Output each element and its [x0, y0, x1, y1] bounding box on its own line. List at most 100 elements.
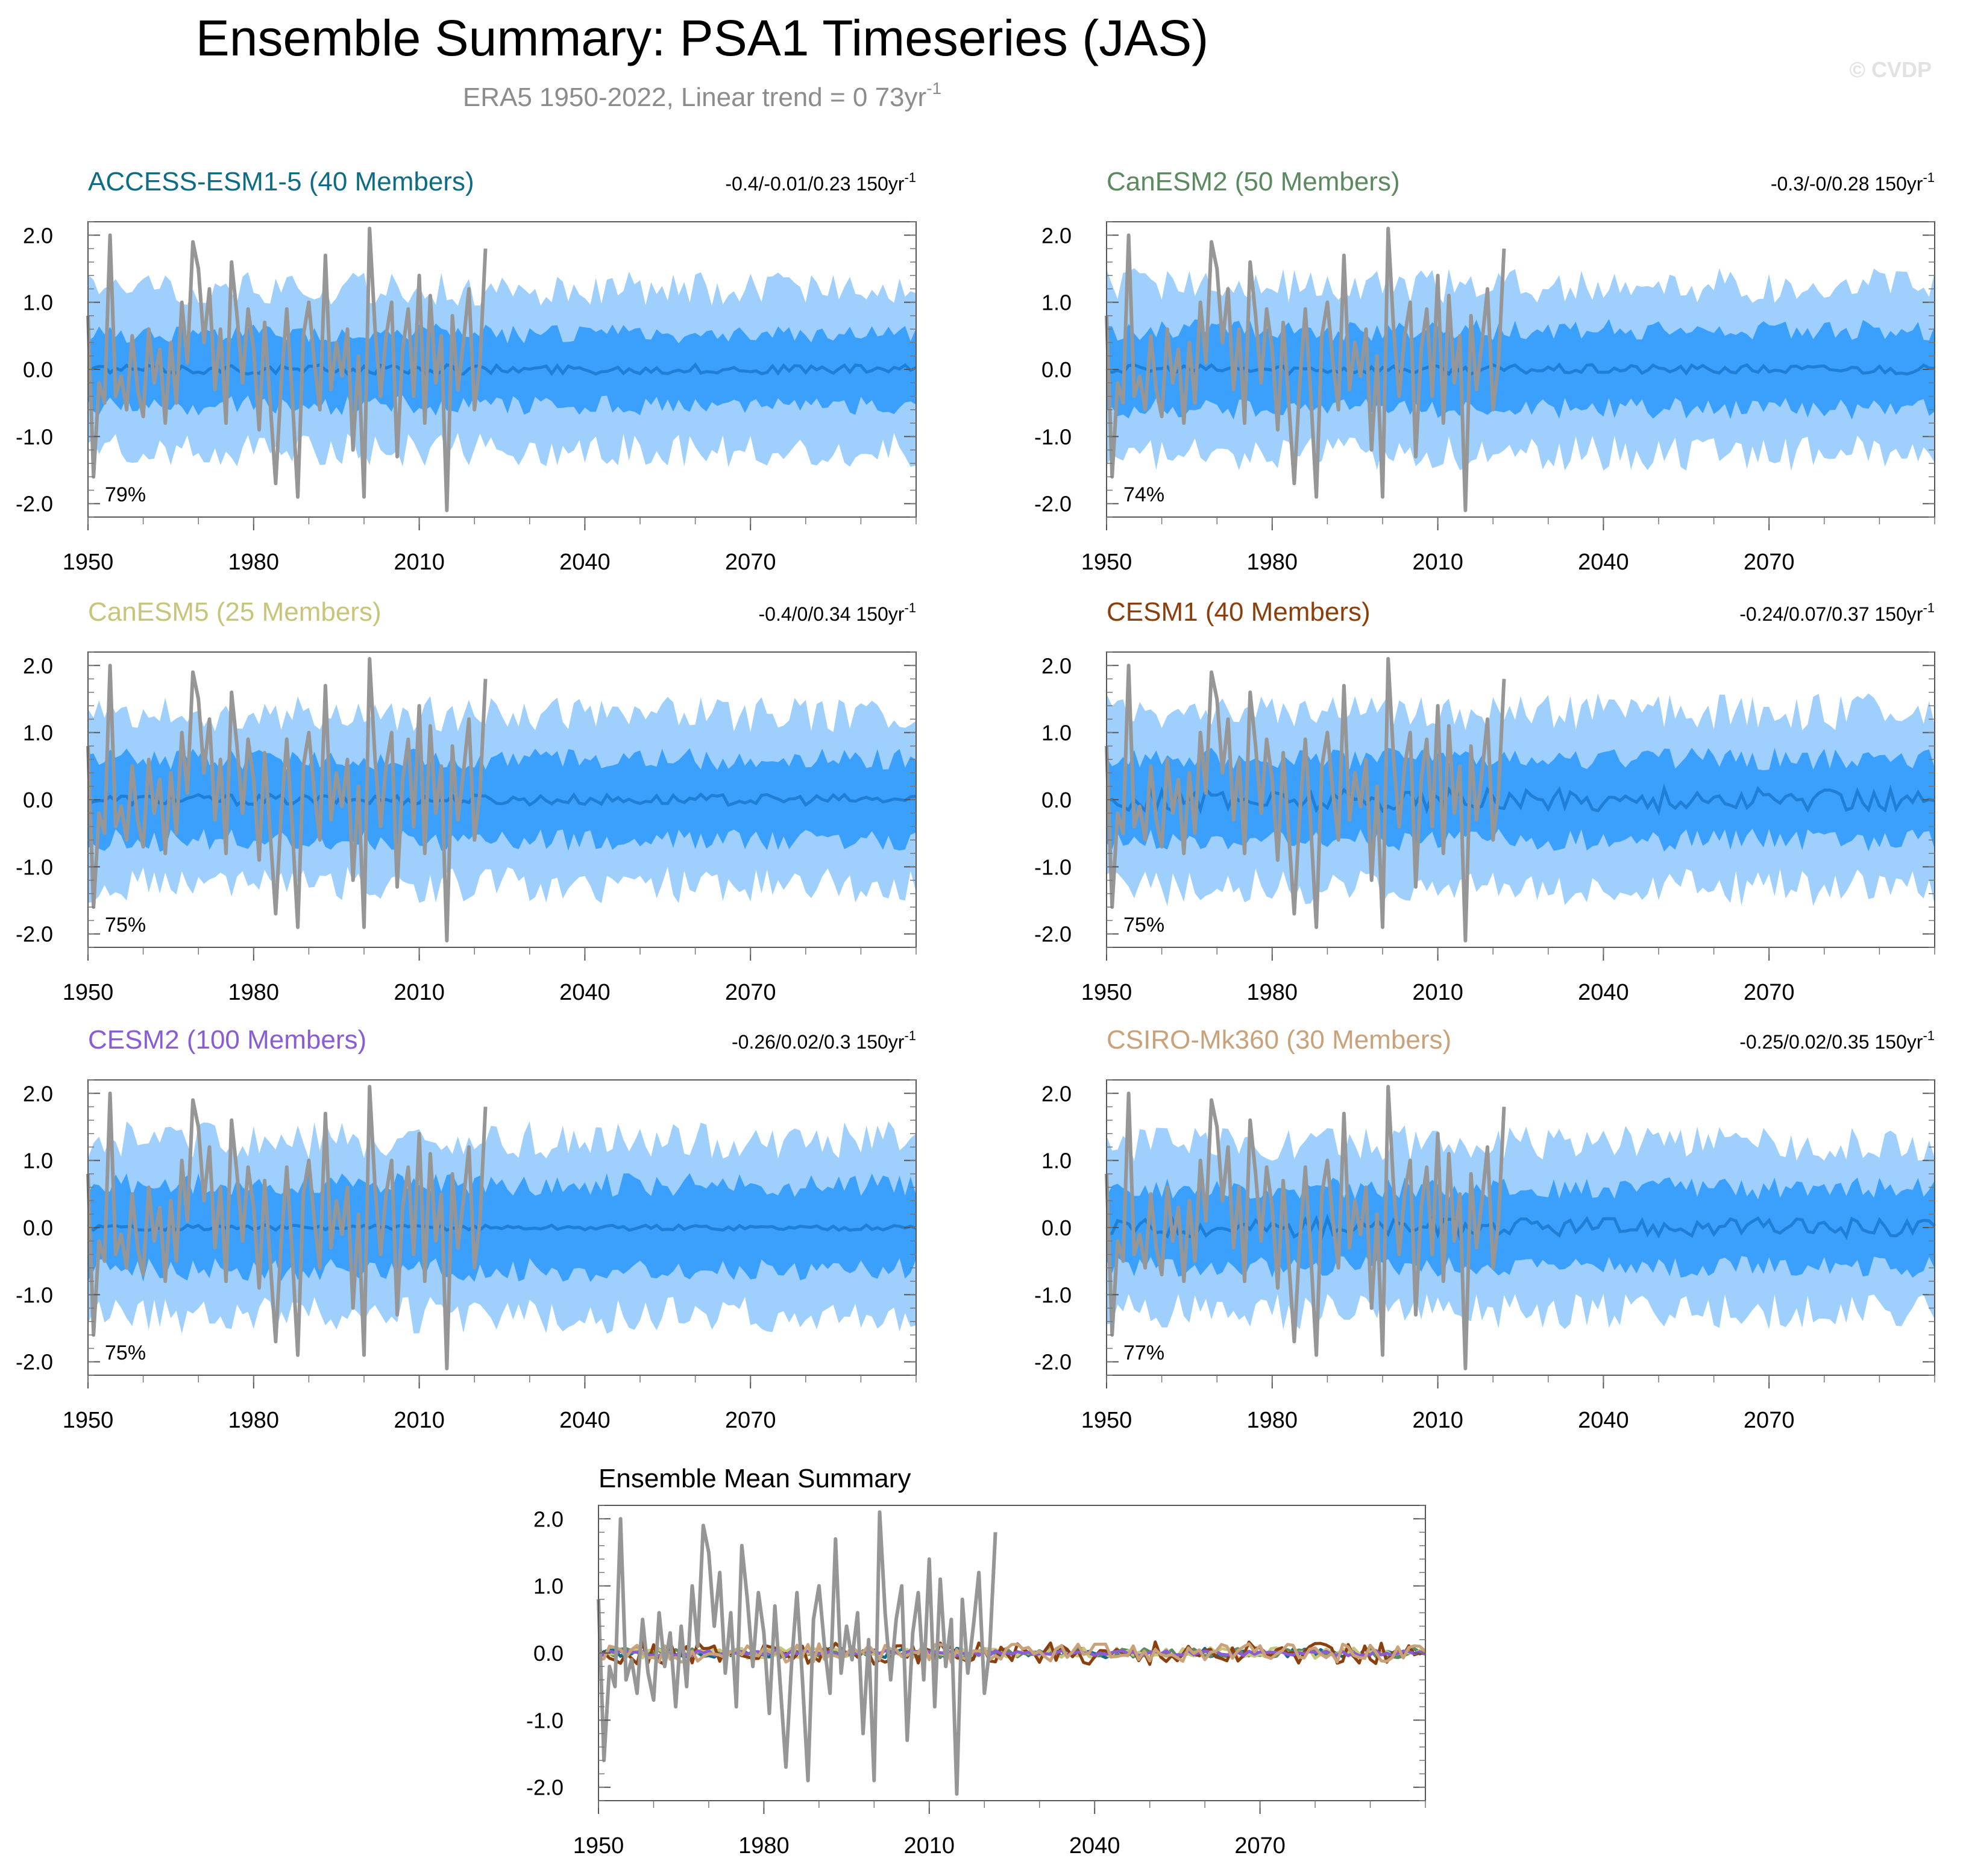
- ytick-label: 0.0: [1041, 788, 1072, 812]
- panel-cesm1: CESM1 (40 Members) -0.24/0.07/0.37 150yr-…: [1034, 597, 1935, 1005]
- panel-trend-sup: -1: [904, 170, 916, 185]
- xtick-label: 2010: [394, 980, 445, 1005]
- panel-trend-text: -0.3/-0/0.28 150yr: [1771, 173, 1923, 195]
- xtick-label: 1980: [1247, 1408, 1298, 1433]
- ytick-label: 2.0: [533, 1507, 564, 1531]
- xtick-label: 1950: [1081, 1408, 1132, 1433]
- ytick-label: 2.0: [1041, 223, 1072, 248]
- ytick-label: 0.0: [23, 788, 53, 812]
- era5-line: [1105, 1085, 1506, 1370]
- panel-title: Ensemble Mean Summary: [598, 1464, 911, 1493]
- ensemble-mean-line: [87, 362, 917, 377]
- ytick-label: -2.0: [1034, 922, 1072, 947]
- panel-trend: -0.25/0.02/0.35 150yr-1: [1739, 1028, 1935, 1053]
- ensemble-mean-line: [1106, 782, 1935, 816]
- ytick-label: -2.0: [526, 1775, 564, 1800]
- panels-layer: ACCESS-ESM1-5 (40 Members) -0.4/-0.01/0.2…: [16, 167, 1936, 1859]
- figure-subtitle-sup: -1: [926, 79, 941, 98]
- panel-title: CanESM5 (25 Members): [88, 597, 382, 627]
- panel-trend-sup: -1: [904, 1028, 916, 1043]
- xtick-label: 1950: [63, 550, 114, 575]
- panel-percent: 74%: [1123, 483, 1164, 506]
- xtick-label: 2040: [1578, 980, 1629, 1005]
- era5-line: [597, 1510, 997, 1796]
- xtick-label: 2040: [1578, 1408, 1629, 1433]
- ytick-label: -2.0: [16, 492, 53, 516]
- panel-trend: -0.4/-0.01/0.23 150yr-1: [725, 170, 916, 195]
- era5-line: [86, 657, 488, 943]
- era5-line: [1105, 657, 1506, 943]
- panel-title: CanESM2 (50 Members): [1107, 167, 1400, 196]
- ytick-label: 0.0: [1041, 357, 1072, 382]
- xtick-label: 2010: [1412, 1408, 1463, 1433]
- ytick-label: 1.0: [23, 721, 53, 745]
- xtick-label: 2070: [1744, 550, 1795, 575]
- xtick-label: 1950: [63, 980, 114, 1005]
- xtick-label: 2040: [1069, 1833, 1120, 1859]
- ytick-label: -2.0: [1034, 1350, 1072, 1375]
- xtick-label: 2070: [725, 1408, 776, 1433]
- panel-canesm2: CanESM2 (50 Members) -0.3/-0/0.28 150yr-1…: [1034, 167, 1935, 575]
- ytick-label: -1.0: [16, 1282, 53, 1307]
- panel-percent: 75%: [1123, 914, 1164, 936]
- ytick-label: 2.0: [1041, 1081, 1072, 1106]
- watermark: © CVDP: [1849, 57, 1932, 82]
- ensemble-mean-line: [1106, 362, 1935, 377]
- ytick-label: -1.0: [16, 424, 53, 449]
- ytick-label: 0.0: [1041, 1216, 1072, 1240]
- panel-trend-sup: -1: [904, 600, 916, 615]
- xtick-label: 1980: [228, 550, 280, 575]
- ytick-label: -2.0: [16, 1350, 53, 1375]
- panel-trend-text: -0.26/0.02/0.3 150yr: [732, 1031, 905, 1053]
- figure-title: Ensemble Summary: PSA1 Timeseries (JAS): [196, 10, 1209, 66]
- ytick-label: 1.0: [23, 290, 53, 315]
- xtick-label: 1980: [228, 980, 280, 1005]
- panel-trend-sup: -1: [1923, 1028, 1935, 1043]
- xtick-label: 1980: [228, 1408, 280, 1433]
- panel-percent: 79%: [105, 483, 146, 506]
- panel-trend: -0.24/0.07/0.37 150yr-1: [1739, 600, 1935, 625]
- xtick-label: 1980: [1247, 980, 1298, 1005]
- panel-trend-text: -0.4/-0.01/0.23 150yr: [725, 173, 904, 195]
- panel-access: ACCESS-ESM1-5 (40 Members) -0.4/-0.01/0.2…: [16, 167, 917, 575]
- era5-line: [1105, 227, 1506, 512]
- xtick-label: 1950: [573, 1833, 624, 1859]
- ytick-label: 0.0: [23, 1216, 53, 1240]
- figure-subtitle: ERA5 1950-2022, Linear trend = 0 73yr-1: [463, 79, 941, 112]
- xtick-label: 2040: [559, 550, 611, 575]
- ytick-label: -2.0: [1034, 492, 1072, 516]
- panel-percent: 77%: [1123, 1341, 1164, 1364]
- xtick-label: 2040: [559, 980, 611, 1005]
- panel-summary: Ensemble Mean Summary 2.0 1.0 0.0 -1.0 -2.0 19…: [526, 1464, 1427, 1859]
- ytick-label: -1.0: [1034, 1282, 1072, 1307]
- band-inner: [1107, 747, 1935, 852]
- panel-percent: 75%: [105, 1341, 146, 1364]
- ytick-label: 1.0: [533, 1574, 564, 1599]
- xtick-label: 1980: [1247, 550, 1298, 575]
- panel-trend: -0.3/-0/0.28 150yr-1: [1771, 170, 1935, 195]
- ytick-label: 1.0: [1041, 290, 1072, 315]
- xtick-label: 1950: [1081, 550, 1132, 575]
- panel-title: CSIRO-Mk360 (30 Members): [1107, 1025, 1451, 1055]
- xtick-label: 2070: [725, 550, 776, 575]
- ensemble-mean-line: [1106, 1213, 1936, 1241]
- panel-title: CESM2 (100 Members): [88, 1025, 366, 1055]
- panel-title: CESM1 (40 Members): [1107, 597, 1371, 627]
- xtick-label: 1950: [63, 1408, 114, 1433]
- xtick-label: 1950: [1081, 980, 1132, 1005]
- era5-line: [86, 227, 488, 512]
- ytick-label: 1.0: [1041, 1149, 1072, 1173]
- xtick-label: 2040: [559, 1408, 611, 1433]
- panel-trend-sup: -1: [1923, 600, 1935, 615]
- ytick-label: 1.0: [23, 1149, 53, 1173]
- ytick-label: 2.0: [23, 1081, 53, 1106]
- band-inner: [88, 748, 916, 852]
- panel-trend-text: -0.24/0.07/0.37 150yr: [1739, 603, 1923, 625]
- xtick-label: 2010: [1412, 980, 1463, 1005]
- xtick-label: 2010: [1412, 550, 1463, 575]
- summary-line-csiro-mk360: [598, 1642, 1427, 1664]
- panel-csiro: CSIRO-Mk360 (30 Members) -0.25/0.02/0.35 …: [1034, 1025, 1936, 1433]
- xtick-label: 1980: [738, 1833, 790, 1859]
- ytick-label: -2.0: [16, 922, 53, 947]
